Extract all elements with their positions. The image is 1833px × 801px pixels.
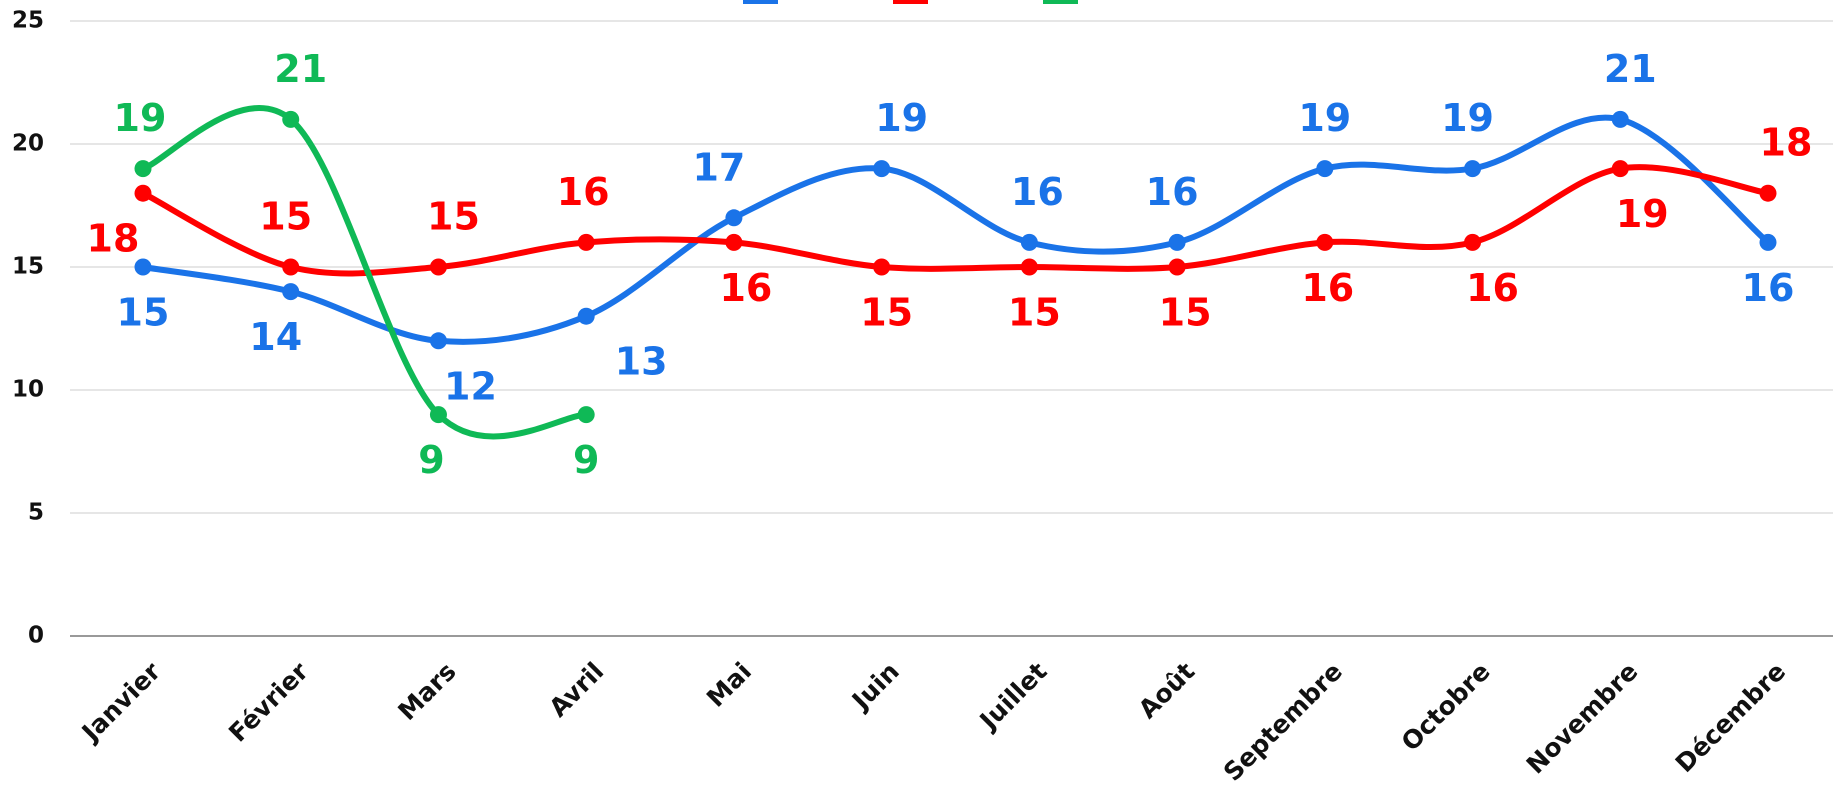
point [873, 258, 891, 276]
data-label: 19 [114, 96, 167, 140]
data-label: 15 [427, 195, 480, 239]
point [873, 160, 891, 178]
point [725, 233, 743, 251]
point [134, 160, 152, 178]
data-label: 12 [444, 364, 497, 408]
x-tick-label: Mars [392, 657, 461, 726]
data-label: 16 [1742, 266, 1795, 310]
x-tick-label: Avril [543, 657, 609, 723]
point [1464, 233, 1482, 251]
y-tick-label: 0 [28, 623, 44, 649]
data-label: 15 [259, 195, 312, 239]
x-tick-label: Décembre [1670, 657, 1791, 778]
data-label: 16 [1146, 170, 1199, 214]
y-tick-label: 10 [12, 377, 44, 403]
data-label: 14 [249, 315, 302, 359]
point [1759, 184, 1777, 202]
point [1020, 233, 1038, 251]
data-label: 15 [860, 291, 913, 335]
data-label: 19 [875, 96, 928, 140]
point [577, 406, 595, 424]
point [725, 209, 743, 227]
point [134, 258, 152, 276]
point [282, 110, 300, 128]
data-label: 13 [615, 340, 668, 384]
point [282, 283, 300, 301]
x-tick-label: Janvier [75, 656, 167, 748]
point [1316, 160, 1334, 178]
data-label: 18 [1760, 121, 1813, 165]
data-label: 21 [1604, 47, 1657, 91]
data-label: 18 [87, 217, 140, 261]
data-label: 15 [117, 291, 170, 335]
x-tick-label: Octobre [1396, 657, 1496, 757]
point [1759, 233, 1777, 251]
series-line [140, 114, 1771, 345]
data-label: 16 [1011, 170, 1064, 214]
data-label: 9 [418, 438, 444, 482]
data-label: 19 [1441, 96, 1494, 140]
data-label: 17 [692, 145, 745, 189]
series-line [140, 164, 1771, 277]
x-tick-label: Juin [845, 657, 905, 717]
data-label: 16 [557, 170, 610, 214]
data-label: 15 [1008, 291, 1061, 335]
y-tick-label: 5 [28, 500, 44, 526]
data-label: 16 [1301, 266, 1354, 310]
point [429, 332, 447, 350]
point [1611, 110, 1629, 128]
point [429, 406, 447, 424]
x-tick-label: Août [1133, 657, 1200, 724]
x-tick-label: Juillet [973, 657, 1053, 737]
point [1316, 233, 1334, 251]
data-label: 15 [1159, 291, 1212, 335]
data-label: 9 [573, 438, 599, 482]
x-tick-label: Mai [701, 657, 757, 713]
point [1464, 160, 1482, 178]
x-tick-label: Novembre [1521, 657, 1644, 780]
point [1168, 258, 1186, 276]
x-tick-label: Septembre [1218, 657, 1348, 787]
point [1020, 258, 1038, 276]
point [1611, 160, 1629, 178]
point [429, 258, 447, 276]
y-tick-label: 15 [12, 254, 44, 280]
legend-swatch [1043, 0, 1078, 4]
point [577, 307, 595, 325]
point [282, 258, 300, 276]
data-label: 21 [274, 47, 327, 91]
data-label: 19 [1616, 192, 1669, 236]
point [1168, 233, 1186, 251]
data-label: 16 [719, 266, 772, 310]
legend-swatch [893, 0, 928, 4]
point [134, 184, 152, 202]
legend-swatch [743, 0, 778, 4]
data-label: 16 [1466, 266, 1519, 310]
data-label: 19 [1298, 96, 1351, 140]
y-tick-label: 20 [12, 131, 44, 157]
y-tick-label: 25 [12, 8, 44, 34]
point [577, 233, 595, 251]
x-tick-label: Février [223, 656, 314, 747]
series-line [140, 105, 590, 440]
